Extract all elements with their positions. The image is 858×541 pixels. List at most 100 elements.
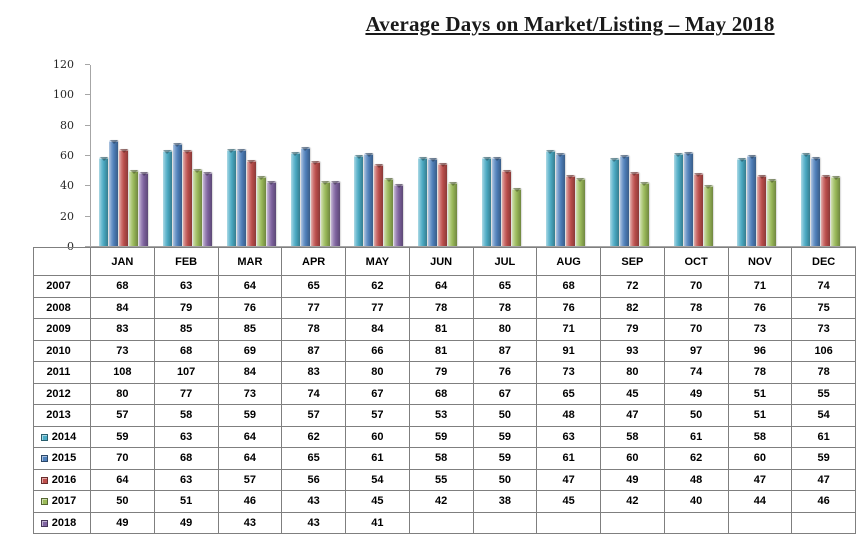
cell-2007-sep: 72 bbox=[600, 275, 665, 298]
column-header-jan: JAN bbox=[90, 247, 155, 276]
year-label-2008: 2008 bbox=[33, 296, 91, 319]
cell-2007-jun: 64 bbox=[408, 275, 474, 298]
cell-2009-apr: 78 bbox=[281, 318, 346, 341]
cell-2010-dec: 106 bbox=[791, 339, 856, 362]
cell-2013-apr: 57 bbox=[281, 404, 346, 427]
cell-2007-nov: 71 bbox=[727, 275, 793, 298]
cell-2010-feb: 68 bbox=[153, 339, 219, 362]
cell-2008-jul: 78 bbox=[472, 296, 538, 319]
y-tick-mark bbox=[85, 94, 90, 96]
y-tick-mark bbox=[85, 155, 90, 156]
bar-2017-jun bbox=[448, 182, 458, 246]
year-text: 2013 bbox=[46, 409, 71, 422]
cell-2010-jun: 81 bbox=[408, 339, 474, 362]
year-text: 2016 bbox=[51, 473, 77, 486]
cell-2016-oct: 48 bbox=[663, 468, 729, 491]
year-label-2014: 2014 bbox=[33, 425, 91, 448]
cell-2013-jan: 57 bbox=[90, 404, 155, 427]
legend-square-2016 bbox=[40, 476, 48, 484]
cell-2009-jul: 80 bbox=[472, 318, 538, 341]
bar-group-jan bbox=[91, 65, 155, 246]
bar-group-mar bbox=[219, 65, 283, 246]
bar-2017-aug bbox=[575, 177, 585, 246]
bar-2017-may bbox=[384, 177, 394, 246]
bar-2015-oct bbox=[683, 151, 693, 246]
cell-2015-jul: 59 bbox=[472, 447, 538, 470]
cell-2008-oct: 78 bbox=[663, 296, 729, 319]
cell-2012-sep: 45 bbox=[600, 382, 665, 405]
cell-2011-apr: 83 bbox=[281, 361, 346, 384]
cell-2014-sep: 58 bbox=[600, 425, 665, 448]
bar-2018-feb bbox=[202, 171, 212, 246]
column-header-jun: JUN bbox=[408, 247, 474, 276]
table-row-2008: 2008 84 79 76 77 77 78 78 76 82 78 76 75 bbox=[33, 296, 856, 319]
cell-2010-oct: 97 bbox=[663, 339, 729, 362]
cell-2012-mar: 73 bbox=[217, 382, 283, 405]
column-header-feb: FEB bbox=[153, 247, 219, 276]
chart-title: Average Days on Market/Listing – May 201… bbox=[365, 12, 775, 36]
year-label-2011: 2011 bbox=[33, 361, 91, 384]
y-tick-label-20: 20 bbox=[60, 209, 74, 223]
cell-2014-may: 60 bbox=[345, 425, 410, 448]
plot-area bbox=[90, 65, 856, 247]
cell-2012-aug: 65 bbox=[536, 382, 601, 405]
bar-2014-dec bbox=[801, 153, 811, 246]
bar-group-aug bbox=[538, 65, 602, 246]
bar-2018-mar bbox=[266, 180, 276, 246]
cell-2017-sep: 42 bbox=[600, 490, 665, 513]
bar-2015-may bbox=[364, 153, 374, 246]
legend-square-2017 bbox=[40, 498, 48, 506]
cell-2013-mar: 59 bbox=[217, 404, 283, 427]
cell-2009-feb: 85 bbox=[153, 318, 219, 341]
cell-2014-nov: 58 bbox=[727, 425, 793, 448]
cell-2012-oct: 49 bbox=[663, 382, 729, 405]
cell-2011-aug: 73 bbox=[536, 361, 601, 384]
cell-2016-nov: 47 bbox=[727, 468, 793, 491]
cell-2008-jun: 78 bbox=[408, 296, 474, 319]
bar-2018-may bbox=[394, 183, 404, 246]
year-text: 2008 bbox=[46, 301, 71, 314]
cell-2011-jun: 79 bbox=[408, 361, 474, 384]
cell-2008-feb: 79 bbox=[153, 296, 219, 319]
cell-2007-jul: 65 bbox=[472, 275, 538, 298]
cell-2018-may: 41 bbox=[345, 511, 410, 534]
cell-2016-jan: 64 bbox=[90, 468, 155, 491]
table-row-2010: 2010 73 68 69 87 66 81 87 91 93 97 96 106 bbox=[33, 339, 856, 362]
table-row-2013: 2013 57 58 59 57 57 53 50 48 47 50 51 54 bbox=[33, 404, 856, 427]
cell-2014-jan: 59 bbox=[90, 425, 155, 448]
y-tick-mark bbox=[85, 64, 90, 65]
table-row-2014: 2014 59 63 64 62 60 59 59 63 58 61 58 61 bbox=[33, 425, 856, 448]
table-row-2016: 2016 64 63 57 56 54 55 50 47 49 48 47 47 bbox=[33, 468, 856, 491]
table-row-2011: 2011 108 107 84 83 80 79 76 73 80 74 78 78 bbox=[33, 361, 856, 384]
cell-2013-jun: 53 bbox=[408, 404, 474, 427]
cell-2017-jan: 50 bbox=[90, 490, 155, 513]
table-row-2009: 2009 83 85 85 78 84 81 80 71 79 70 73 73 bbox=[33, 318, 856, 341]
cell-2013-may: 57 bbox=[345, 404, 410, 427]
cell-2009-aug: 71 bbox=[536, 318, 601, 341]
cell-2015-nov: 60 bbox=[727, 447, 793, 470]
bar-2014-jul bbox=[482, 156, 491, 246]
bar-2014-may bbox=[354, 155, 364, 246]
legend-square-2018 bbox=[40, 519, 48, 527]
bar-2018-jan bbox=[139, 171, 148, 246]
bar-2016-nov bbox=[757, 174, 767, 246]
bar-group-sep bbox=[602, 65, 666, 246]
cell-2018-jun bbox=[408, 511, 474, 534]
cell-2017-aug: 45 bbox=[536, 490, 601, 513]
bar-2015-nov bbox=[747, 155, 757, 246]
table-row-2018: 2018 49 49 43 43 41 bbox=[33, 511, 856, 534]
cell-2011-oct: 74 bbox=[663, 361, 729, 384]
bar-2017-mar bbox=[256, 176, 266, 246]
cell-2014-apr: 62 bbox=[281, 425, 346, 448]
cell-2009-may: 84 bbox=[345, 318, 410, 341]
cell-2018-nov bbox=[727, 511, 793, 534]
cell-2016-apr: 56 bbox=[281, 468, 346, 491]
bar-2015-aug bbox=[555, 153, 565, 246]
cell-2010-nov: 96 bbox=[727, 339, 793, 362]
cell-2017-dec: 46 bbox=[791, 490, 856, 513]
corner-cell bbox=[33, 247, 91, 276]
cell-2012-dec: 55 bbox=[791, 382, 856, 405]
cell-2007-mar: 64 bbox=[217, 275, 283, 298]
cell-2014-feb: 63 bbox=[153, 425, 219, 448]
year-label-2016: 2016 bbox=[33, 468, 91, 491]
